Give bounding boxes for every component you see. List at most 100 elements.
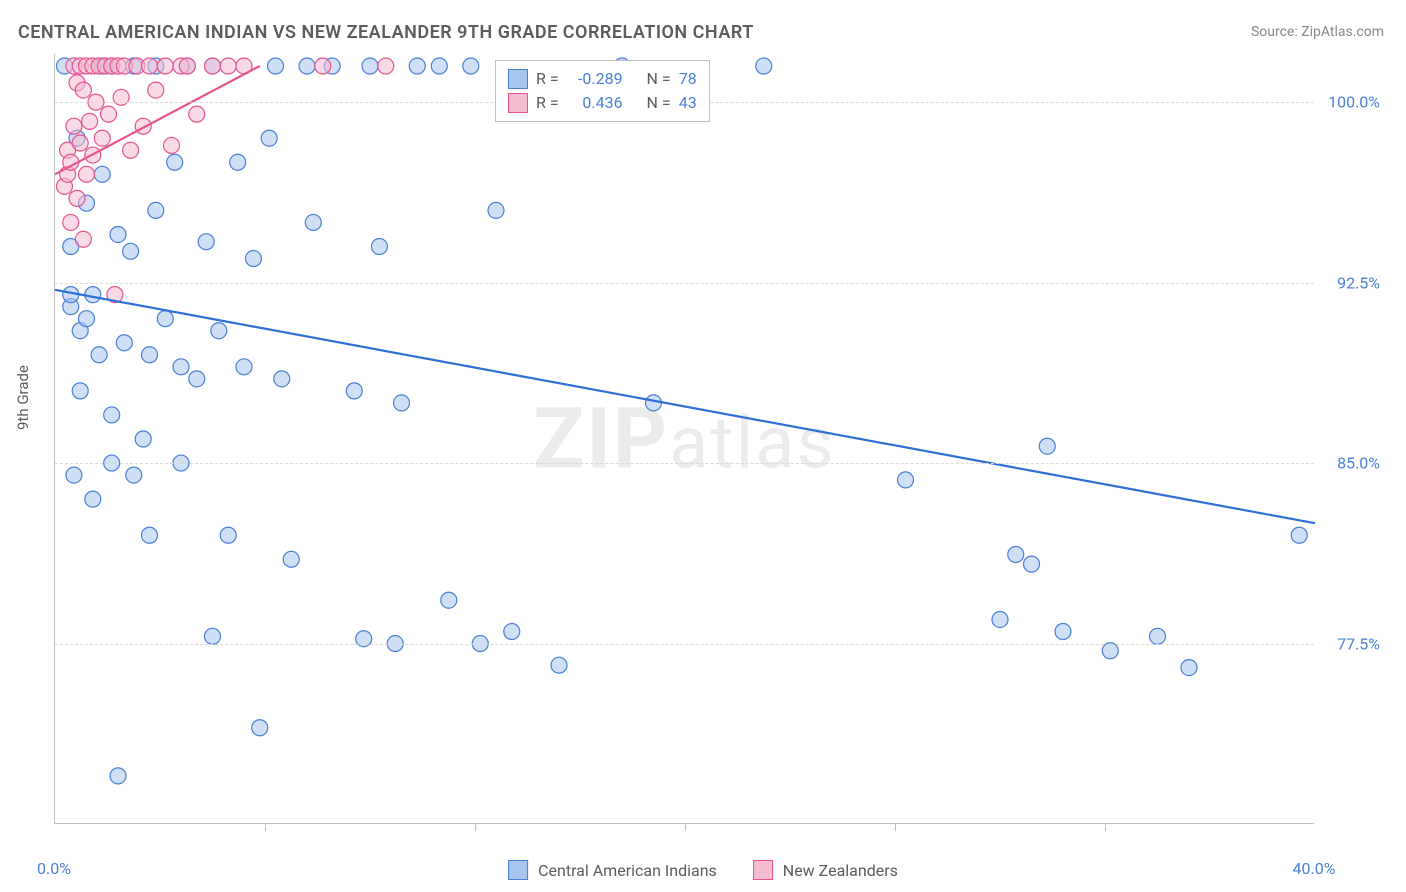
data-point[interactable]: [94, 166, 110, 182]
data-point[interactable]: [431, 58, 447, 74]
data-point[interactable]: [268, 58, 284, 74]
data-point[interactable]: [1024, 556, 1040, 572]
data-point[interactable]: [1102, 643, 1118, 659]
legend-swatch: [508, 860, 528, 880]
plot-area: ZIPatlas: [54, 54, 1314, 824]
legend-bottom-label: Central American Indians: [538, 861, 717, 880]
data-point[interactable]: [164, 137, 180, 153]
data-point[interactable]: [252, 720, 268, 736]
data-point[interactable]: [245, 251, 261, 267]
r-value: 0.436: [567, 91, 623, 115]
data-point[interactable]: [179, 58, 195, 74]
data-point[interactable]: [148, 82, 164, 98]
data-point[interactable]: [211, 323, 227, 339]
data-point[interactable]: [75, 231, 91, 247]
legend-swatch: [508, 93, 528, 113]
data-point[interactable]: [69, 190, 85, 206]
data-point[interactable]: [79, 311, 95, 327]
data-point[interactable]: [123, 142, 139, 158]
data-point[interactable]: [646, 395, 662, 411]
legend-bottom-label: New Zealanders: [783, 861, 898, 880]
legend-bottom-item[interactable]: Central American Indians: [508, 860, 717, 880]
data-point[interactable]: [142, 347, 158, 363]
data-point[interactable]: [167, 154, 183, 170]
data-point[interactable]: [205, 628, 221, 644]
data-point[interactable]: [488, 202, 504, 218]
legend-bottom-item[interactable]: New Zealanders: [753, 860, 898, 880]
chart-title: CENTRAL AMERICAN INDIAN VS NEW ZEALANDER…: [18, 22, 754, 43]
legend-bottom: Central American Indians New Zealanders: [508, 860, 898, 880]
data-point[interactable]: [126, 467, 142, 483]
data-point[interactable]: [198, 234, 214, 250]
data-point[interactable]: [157, 311, 173, 327]
data-point[interactable]: [85, 491, 101, 507]
data-point[interactable]: [72, 383, 88, 399]
legend-top: R =-0.289 N = 78R =0.436 N = 43: [495, 60, 710, 122]
data-point[interactable]: [1039, 438, 1055, 454]
data-point[interactable]: [371, 239, 387, 255]
data-point[interactable]: [220, 58, 236, 74]
x-tick: [1105, 823, 1106, 831]
data-point[interactable]: [230, 154, 246, 170]
data-point[interactable]: [463, 58, 479, 74]
data-point[interactable]: [85, 287, 101, 303]
data-point[interactable]: [79, 166, 95, 182]
n-label: N =: [647, 67, 671, 91]
data-point[interactable]: [992, 611, 1008, 627]
data-point[interactable]: [1008, 547, 1024, 563]
data-point[interactable]: [504, 624, 520, 640]
data-point[interactable]: [157, 58, 173, 74]
x-tick: [265, 823, 266, 831]
data-point[interactable]: [346, 383, 362, 399]
r-label: R =: [536, 91, 559, 115]
trend-line: [55, 290, 1315, 523]
chart-svg: [55, 54, 1314, 823]
data-point[interactable]: [66, 467, 82, 483]
data-point[interactable]: [91, 347, 107, 363]
data-point[interactable]: [261, 130, 277, 146]
data-point[interactable]: [72, 135, 88, 151]
data-point[interactable]: [394, 395, 410, 411]
data-point[interactable]: [75, 82, 91, 98]
data-point[interactable]: [362, 58, 378, 74]
data-point[interactable]: [378, 58, 394, 74]
source-link[interactable]: ZipAtlas.com: [1301, 24, 1384, 40]
data-point[interactable]: [898, 472, 914, 488]
data-point[interactable]: [135, 431, 151, 447]
data-point[interactable]: [551, 657, 567, 673]
data-point[interactable]: [123, 243, 139, 259]
data-point[interactable]: [66, 118, 82, 134]
data-point[interactable]: [82, 113, 98, 129]
data-point[interactable]: [94, 130, 110, 146]
data-point[interactable]: [101, 106, 117, 122]
data-point[interactable]: [63, 214, 79, 230]
data-point[interactable]: [305, 214, 321, 230]
data-point[interactable]: [1150, 628, 1166, 644]
data-point[interactable]: [110, 768, 126, 784]
data-point[interactable]: [104, 407, 120, 423]
data-point[interactable]: [116, 335, 132, 351]
source-prefix: Source:: [1251, 24, 1301, 40]
data-point[interactable]: [1181, 660, 1197, 676]
data-point[interactable]: [299, 58, 315, 74]
data-point[interactable]: [1291, 527, 1307, 543]
data-point[interactable]: [142, 58, 158, 74]
data-point[interactable]: [220, 527, 236, 543]
data-point[interactable]: [409, 58, 425, 74]
data-point[interactable]: [189, 106, 205, 122]
data-point[interactable]: [283, 551, 299, 567]
data-point[interactable]: [315, 58, 331, 74]
data-point[interactable]: [189, 371, 205, 387]
data-point[interactable]: [205, 58, 221, 74]
data-point[interactable]: [142, 527, 158, 543]
data-point[interactable]: [1055, 624, 1071, 640]
data-point[interactable]: [110, 226, 126, 242]
data-point[interactable]: [274, 371, 290, 387]
data-point[interactable]: [441, 592, 457, 608]
grid-line: [55, 283, 1314, 284]
data-point[interactable]: [756, 58, 772, 74]
data-point[interactable]: [236, 359, 252, 375]
data-point[interactable]: [148, 202, 164, 218]
x-tick-label: 40.0%: [1293, 859, 1336, 878]
data-point[interactable]: [173, 359, 189, 375]
